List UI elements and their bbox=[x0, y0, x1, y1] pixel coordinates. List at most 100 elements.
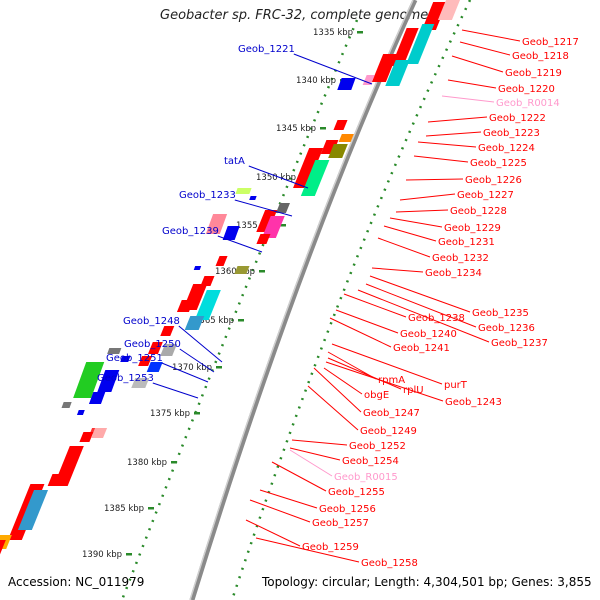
gene-block[interactable] bbox=[194, 290, 221, 320]
left-gene-label[interactable]: tatA bbox=[224, 156, 245, 167]
kbp-tick-label: 1340 kbp bbox=[296, 76, 336, 86]
right-gene-label[interactable]: Geob_1247 bbox=[363, 408, 420, 419]
gene-block[interactable] bbox=[421, 2, 448, 30]
right-gene-label[interactable]: rplU bbox=[403, 385, 424, 396]
gene-block[interactable] bbox=[0, 540, 6, 560]
gene-block-left[interactable] bbox=[73, 362, 105, 398]
gene-block[interactable] bbox=[234, 266, 250, 274]
right-leader-line bbox=[323, 367, 363, 395]
right-gene-label[interactable]: Geob_1249 bbox=[360, 426, 417, 437]
gene-block-left[interactable] bbox=[222, 226, 240, 240]
gene-block[interactable] bbox=[261, 216, 285, 238]
gene-block[interactable] bbox=[200, 276, 215, 286]
gene-block[interactable] bbox=[256, 234, 271, 244]
right-gene-label[interactable]: Geob_1222 bbox=[489, 113, 546, 124]
right-gene-label[interactable]: Geob_1258 bbox=[361, 558, 418, 569]
left-gene-label[interactable]: Geob_1248 bbox=[123, 316, 180, 327]
gene-block[interactable] bbox=[146, 362, 163, 372]
gene-block[interactable] bbox=[138, 356, 153, 366]
right-gene-label[interactable]: Geob_1243 bbox=[445, 397, 502, 408]
gene-block-left[interactable] bbox=[88, 392, 106, 404]
right-gene-label[interactable]: Geob_1240 bbox=[400, 329, 457, 340]
gene-block[interactable] bbox=[131, 378, 150, 388]
right-gene-label[interactable]: obgE bbox=[364, 390, 389, 401]
left-gene-label[interactable]: Geob_1250 bbox=[124, 339, 181, 350]
right-gene-label[interactable]: Geob_1234 bbox=[425, 268, 482, 279]
right-gene-label[interactable]: Geob_R0015 bbox=[334, 472, 398, 483]
right-gene-label[interactable]: Geob_1228 bbox=[450, 206, 507, 217]
gene-block[interactable] bbox=[184, 316, 205, 330]
gene-block[interactable] bbox=[391, 28, 419, 66]
gene-block[interactable] bbox=[300, 160, 330, 196]
right-gene-label[interactable]: Geob_1255 bbox=[328, 487, 385, 498]
right-gene-label[interactable]: Geob_1219 bbox=[505, 68, 562, 79]
right-gene-label[interactable]: Geob_1237 bbox=[491, 338, 548, 349]
left-gene-label[interactable]: Geob_1251 bbox=[106, 353, 163, 364]
gene-block-left[interactable] bbox=[337, 78, 356, 90]
right-gene-label[interactable]: Geob_1252 bbox=[349, 441, 406, 452]
left-gene-label[interactable]: Geob_1221 bbox=[238, 44, 295, 55]
right-leader-line bbox=[447, 79, 497, 89]
gene-block[interactable] bbox=[338, 134, 354, 142]
right-gene-label[interactable]: Geob_1227 bbox=[457, 190, 514, 201]
right-gene-label[interactable]: Geob_1225 bbox=[470, 158, 527, 169]
gene-block-left[interactable] bbox=[76, 410, 85, 415]
gene-block[interactable] bbox=[176, 300, 194, 312]
right-gene-label[interactable]: Geob_1254 bbox=[342, 456, 399, 467]
right-leader-line bbox=[329, 317, 392, 348]
gene-block-left[interactable] bbox=[97, 370, 120, 392]
right-gene-label[interactable]: Geob_R0014 bbox=[496, 98, 560, 109]
right-leader-line bbox=[405, 178, 464, 181]
gene-block-left[interactable] bbox=[249, 196, 257, 200]
gene-block[interactable] bbox=[293, 148, 324, 188]
left-gene-label[interactable]: Geob_1233 bbox=[179, 190, 236, 201]
right-gene-label[interactable]: Geob_1229 bbox=[444, 223, 501, 234]
gene-block-left[interactable] bbox=[61, 402, 72, 408]
right-gene-label[interactable]: Geob_1231 bbox=[438, 237, 495, 248]
left-leader-line bbox=[248, 165, 309, 189]
right-gene-label[interactable]: Geob_1257 bbox=[312, 518, 369, 529]
kbp-tick-mark bbox=[126, 553, 132, 556]
right-gene-label[interactable]: Geob_1256 bbox=[319, 504, 376, 515]
right-leader-line bbox=[369, 275, 471, 313]
gene-block[interactable] bbox=[406, 24, 435, 64]
gene-block-left[interactable] bbox=[205, 214, 228, 234]
gene-block[interactable] bbox=[215, 256, 228, 266]
gene-block[interactable] bbox=[79, 432, 94, 442]
right-gene-label[interactable]: rpmA bbox=[378, 375, 405, 386]
right-gene-label[interactable]: Geob_1236 bbox=[478, 323, 535, 334]
gene-block[interactable] bbox=[256, 210, 278, 232]
right-gene-label[interactable]: Geob_1226 bbox=[465, 175, 522, 186]
left-gene-label[interactable]: Geob_1239 bbox=[162, 226, 219, 237]
gene-block[interactable] bbox=[333, 120, 348, 130]
gene-block[interactable] bbox=[47, 474, 65, 486]
right-leader-line bbox=[427, 116, 488, 123]
right-gene-label[interactable]: Geob_1259 bbox=[302, 542, 359, 553]
right-gene-label[interactable]: Geob_1235 bbox=[472, 308, 529, 319]
right-gene-label[interactable]: Geob_1218 bbox=[512, 51, 569, 62]
right-gene-label[interactable]: Geob_1241 bbox=[393, 343, 450, 354]
gene-block[interactable] bbox=[160, 326, 175, 336]
gene-block-left[interactable] bbox=[107, 348, 122, 354]
gene-block[interactable] bbox=[328, 144, 348, 158]
right-gene-label[interactable]: Geob_1220 bbox=[498, 84, 555, 95]
right-gene-label[interactable]: Geob_1217 bbox=[522, 37, 579, 48]
gene-block[interactable] bbox=[437, 0, 460, 20]
left-gene-label[interactable]: Geob_1253 bbox=[97, 373, 154, 384]
gene-block[interactable] bbox=[17, 490, 49, 530]
gene-block[interactable] bbox=[371, 54, 398, 82]
right-gene-label[interactable]: Geob_1223 bbox=[483, 128, 540, 139]
gene-block[interactable] bbox=[362, 75, 375, 85]
gene-block[interactable] bbox=[385, 60, 410, 86]
gene-block-left[interactable] bbox=[120, 356, 131, 362]
gene-block-left[interactable] bbox=[193, 266, 202, 270]
gene-block[interactable] bbox=[275, 203, 290, 213]
right-gene-label[interactable]: Geob_1224 bbox=[478, 143, 535, 154]
right-gene-label[interactable]: Geob_1232 bbox=[432, 253, 489, 264]
gene-block-left[interactable] bbox=[235, 188, 252, 194]
gene-block[interactable] bbox=[91, 428, 108, 438]
right-gene-label[interactable]: Geob_1238 bbox=[408, 313, 465, 324]
gene-block[interactable] bbox=[147, 342, 163, 354]
right-gene-label[interactable]: purT bbox=[444, 380, 468, 391]
gene-block[interactable] bbox=[160, 344, 178, 356]
